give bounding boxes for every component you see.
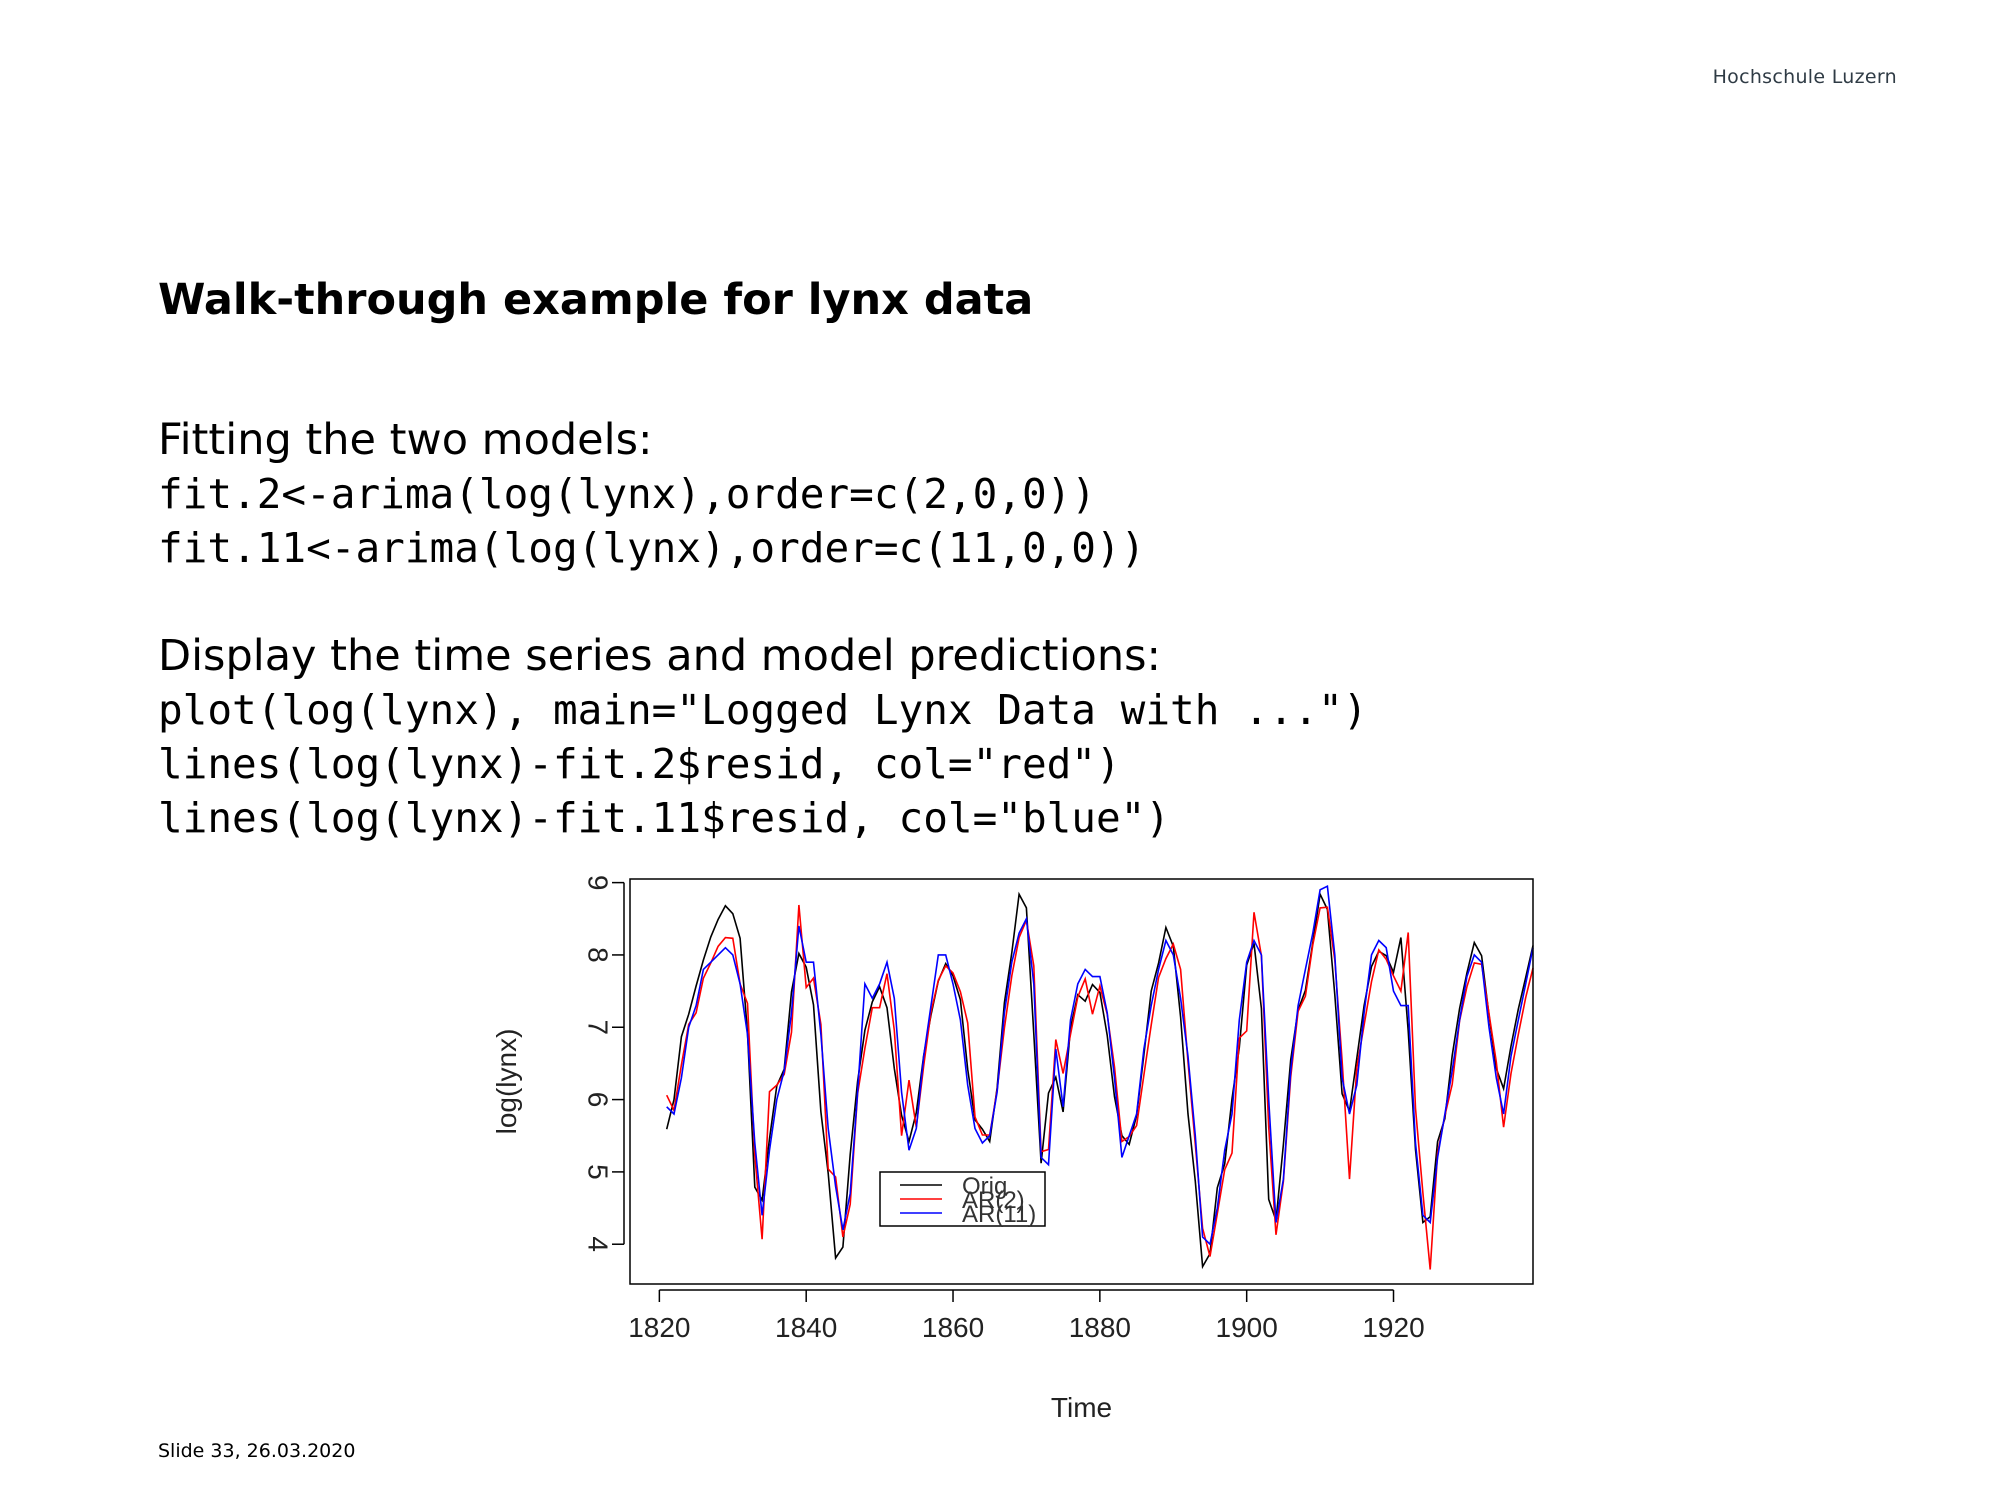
logo-text: Hochschule Luzern (1712, 66, 1897, 88)
slide-title: Walk-through example for lynx data (158, 275, 1034, 325)
x-tick-label: 1920 (1362, 1312, 1424, 1343)
legend-label: AR(11) (962, 1201, 1036, 1228)
code-line: lines(log(lynx)-fit.2$resid, col="red") (158, 740, 1121, 788)
slide-body: Fitting the two models: fit.2<-arima(log… (158, 413, 1368, 845)
slide-footer: Slide 33, 26.03.2020 (158, 1440, 356, 1462)
code-line: plot(log(lynx), main="Logged Lynx Data w… (158, 686, 1368, 734)
code-line: lines(log(lynx)-fit.11$resid, col="blue"… (158, 794, 1171, 842)
x-tick-label: 1900 (1216, 1312, 1278, 1343)
y-tick-label: 6 (583, 1092, 614, 1108)
y-axis-title: log(lynx) (491, 1029, 522, 1135)
lynx-time-series-chart: 1820 1840 1860 1880 1900 1920 4 5 6 7 8 9 Time log(ly… (491, 875, 1534, 1423)
y-tick-label: 4 (583, 1236, 614, 1252)
x-tick-label: 1860 (922, 1312, 984, 1343)
x-tick-label: 1840 (775, 1312, 837, 1343)
x-axis-title: Time (1051, 1392, 1112, 1423)
y-tick-label: 9 (583, 875, 614, 891)
series-line-ar-11- (666, 884, 1534, 1246)
legend-label: AR(2) (962, 1187, 1025, 1214)
y-tick-label: 5 (583, 1164, 614, 1180)
code-line: fit.11<-arima(log(lynx),order=c(11,0,0)) (158, 524, 1146, 572)
y-tick-label: 8 (583, 947, 614, 963)
x-tick-label: 1880 (1069, 1312, 1131, 1343)
y-tick-label: 7 (583, 1019, 614, 1035)
section-heading-display: Display the time series and model predic… (158, 631, 1161, 681)
section-heading-fitting: Fitting the two models: (158, 415, 653, 465)
plot-frame (629, 878, 1534, 1285)
x-tick-label: 1820 (628, 1312, 690, 1343)
legend-label: Orig (962, 1173, 1007, 1200)
code-line: fit.2<-arima(log(lynx),order=c(2,0,0)) (158, 470, 1096, 518)
